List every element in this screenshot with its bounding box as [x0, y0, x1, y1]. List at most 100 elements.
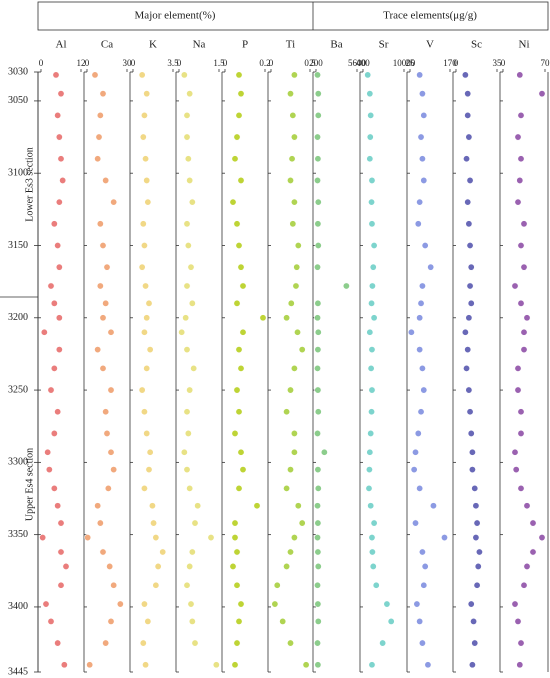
x-tick-label: 0: [39, 58, 44, 68]
point: [464, 111, 472, 119]
point: [50, 220, 58, 228]
point: [417, 408, 425, 416]
point: [94, 346, 102, 354]
point: [314, 111, 322, 119]
point: [421, 562, 429, 570]
point: [414, 220, 422, 228]
point: [142, 282, 150, 290]
point: [183, 346, 191, 354]
point: [50, 429, 58, 437]
point: [464, 346, 472, 354]
point: [472, 502, 480, 510]
panel-name: Ba: [330, 39, 342, 51]
point: [233, 639, 241, 647]
point: [239, 328, 247, 336]
point: [470, 617, 478, 625]
point: [314, 386, 322, 394]
point: [294, 502, 302, 510]
point: [466, 176, 474, 184]
point: [511, 448, 519, 456]
point: [107, 448, 115, 456]
x-tick-label: 400: [356, 58, 370, 68]
point: [145, 299, 153, 307]
point: [180, 71, 188, 79]
group-title: Trace elements(μg/g): [383, 10, 477, 22]
point: [289, 111, 297, 119]
point: [290, 71, 298, 79]
point: [40, 328, 48, 336]
point: [416, 617, 424, 625]
panel-name: Na: [193, 39, 206, 51]
point: [368, 282, 376, 290]
point: [143, 176, 151, 184]
point: [239, 466, 247, 474]
point: [184, 241, 192, 249]
point: [314, 548, 322, 556]
point: [237, 176, 245, 184]
x-tick-label: 0: [85, 58, 90, 68]
point: [314, 562, 322, 570]
point: [520, 220, 528, 228]
point: [464, 90, 472, 98]
point: [314, 299, 322, 307]
point: [47, 617, 55, 625]
point: [314, 617, 322, 625]
point: [314, 314, 322, 322]
point: [416, 198, 424, 206]
point: [416, 71, 424, 79]
point: [99, 364, 107, 372]
point: [102, 299, 110, 307]
panel-name: V: [426, 39, 434, 51]
point: [138, 263, 146, 271]
point: [183, 220, 191, 228]
x-tick-label: 35: [493, 58, 503, 68]
point: [186, 562, 194, 570]
point: [259, 314, 267, 322]
point: [231, 661, 239, 669]
point: [314, 639, 322, 647]
point: [212, 661, 220, 669]
point: [102, 639, 110, 647]
point: [512, 466, 520, 474]
point: [368, 408, 376, 416]
point: [290, 448, 298, 456]
point: [231, 534, 239, 542]
point: [47, 282, 55, 290]
point: [424, 661, 432, 669]
point: [44, 448, 52, 456]
x-tick-label: 1.5: [213, 58, 225, 68]
point: [207, 534, 215, 542]
point: [159, 548, 167, 556]
point: [461, 71, 469, 79]
point: [235, 346, 243, 354]
y-tick-label: 3400: [8, 601, 28, 612]
point: [186, 386, 194, 394]
point: [529, 548, 537, 556]
point: [188, 548, 196, 556]
point: [138, 71, 146, 79]
point: [253, 502, 261, 510]
point: [146, 448, 154, 456]
point: [520, 346, 528, 354]
point: [271, 600, 279, 608]
point: [475, 548, 483, 556]
point: [286, 90, 294, 98]
point: [314, 600, 322, 608]
point: [142, 155, 150, 163]
point: [420, 386, 428, 394]
point: [183, 133, 191, 141]
point: [467, 429, 475, 437]
x-tick-label: 12: [77, 58, 86, 68]
point: [140, 408, 148, 416]
point: [465, 220, 473, 228]
point: [314, 519, 322, 527]
point: [60, 661, 68, 669]
point: [314, 241, 322, 249]
point: [320, 448, 328, 456]
panel-name: Sc: [471, 39, 482, 51]
point: [370, 241, 378, 249]
point: [465, 314, 473, 322]
point: [231, 155, 239, 163]
point: [143, 429, 151, 437]
point: [407, 328, 415, 336]
